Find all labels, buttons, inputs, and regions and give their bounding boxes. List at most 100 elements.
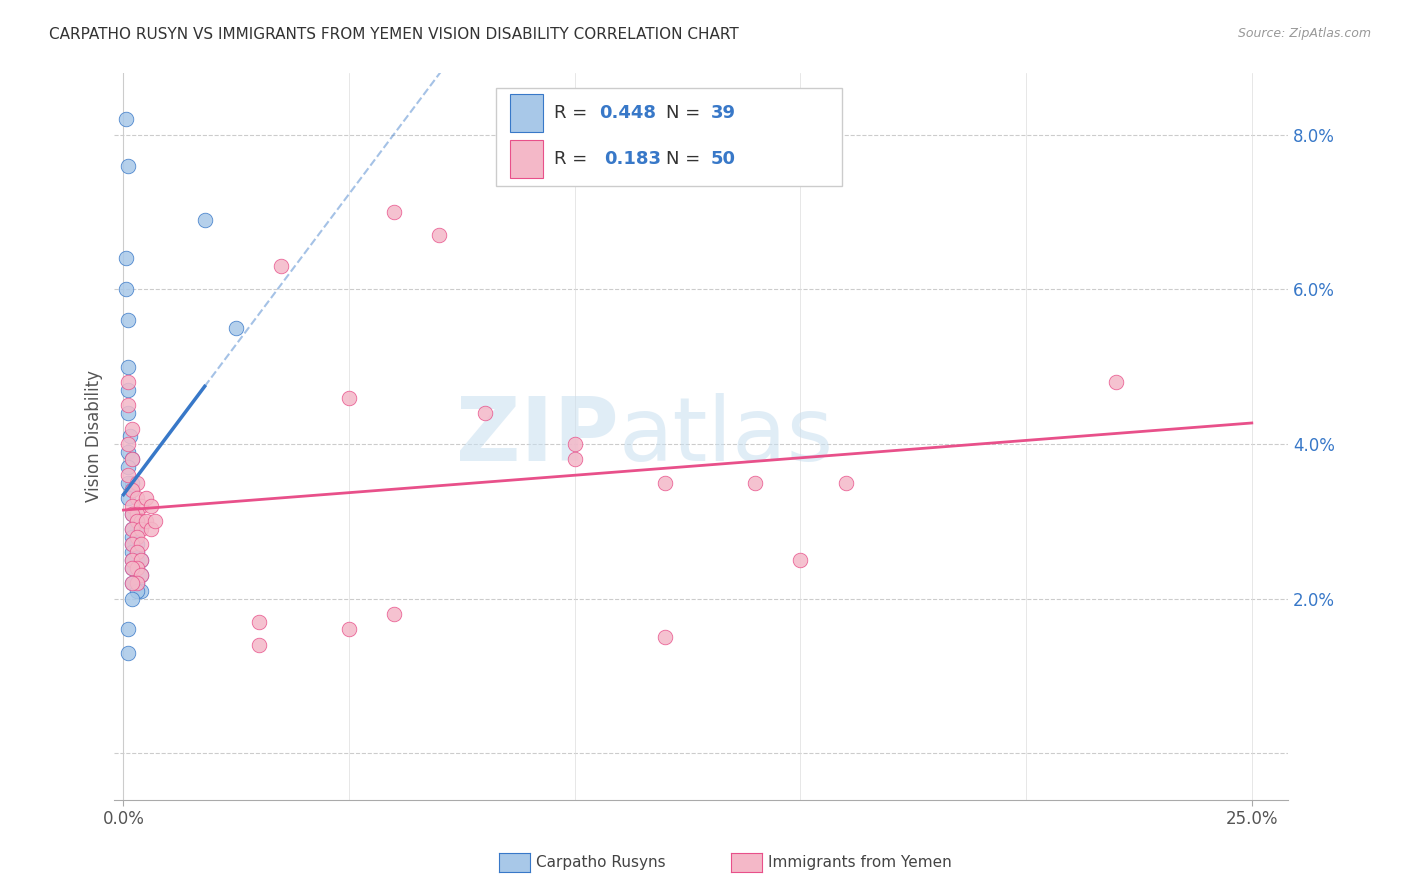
Point [337, 391, 360, 405]
Point [117, 467, 139, 482]
Point [121, 553, 143, 567]
Text: CARPATHO RUSYN VS IMMIGRANTS FROM YEMEN VISION DISABILITY CORRELATION CHART: CARPATHO RUSYN VS IMMIGRANTS FROM YEMEN … [49, 27, 740, 42]
Point [121, 530, 143, 544]
Point [121, 452, 143, 467]
Point [117, 646, 139, 660]
Point [125, 553, 148, 567]
Point [125, 545, 148, 559]
Point [125, 576, 148, 591]
Point [131, 499, 153, 513]
Point [121, 475, 143, 490]
Point [114, 112, 136, 127]
Point [654, 630, 676, 644]
Point [121, 522, 143, 536]
FancyBboxPatch shape [510, 94, 543, 132]
Text: Immigrants from Yemen: Immigrants from Yemen [768, 855, 952, 870]
Point [194, 212, 217, 227]
Point [139, 499, 162, 513]
Point [114, 252, 136, 266]
Point [117, 444, 139, 458]
Text: N =: N = [666, 150, 706, 168]
Point [121, 452, 143, 467]
FancyBboxPatch shape [496, 87, 842, 186]
Point [121, 537, 143, 551]
Point [125, 530, 148, 544]
Point [125, 560, 148, 574]
Point [121, 522, 143, 536]
Point [131, 553, 153, 567]
Point [117, 406, 139, 420]
Point [474, 406, 496, 420]
Point [789, 553, 811, 567]
Point [121, 507, 143, 521]
Text: ZIP: ZIP [457, 392, 619, 480]
Point [225, 321, 247, 335]
Point [125, 576, 148, 591]
Point [121, 576, 143, 591]
Point [131, 568, 153, 582]
Point [131, 553, 153, 567]
Point [125, 537, 148, 551]
Point [131, 514, 153, 528]
Point [121, 483, 143, 498]
Point [125, 545, 148, 559]
Text: Carpatho Rusyns: Carpatho Rusyns [536, 855, 665, 870]
Point [131, 568, 153, 582]
Text: Source: ZipAtlas.com: Source: ZipAtlas.com [1237, 27, 1371, 40]
Point [135, 491, 157, 505]
Point [247, 638, 270, 652]
Text: 39: 39 [710, 103, 735, 122]
Point [139, 522, 162, 536]
Point [120, 429, 142, 443]
Point [337, 623, 360, 637]
Point [125, 514, 148, 528]
Point [117, 398, 139, 412]
Point [382, 607, 405, 621]
Point [117, 313, 139, 327]
Point [121, 560, 143, 574]
Point [117, 375, 139, 389]
Point [121, 576, 143, 591]
FancyBboxPatch shape [510, 140, 543, 178]
Text: 50: 50 [710, 150, 735, 168]
Point [564, 437, 586, 451]
Point [131, 522, 153, 536]
Point [834, 475, 856, 490]
Point [143, 514, 166, 528]
Point [117, 475, 139, 490]
Point [117, 383, 139, 397]
Point [117, 491, 139, 505]
Text: atlas: atlas [619, 392, 834, 480]
Point [117, 460, 139, 475]
Point [125, 583, 148, 598]
Point [121, 545, 143, 559]
Point [125, 560, 148, 574]
Point [135, 514, 157, 528]
Point [117, 623, 139, 637]
Text: R =: R = [554, 150, 599, 168]
Point [125, 475, 148, 490]
Point [121, 507, 143, 521]
Point [125, 491, 148, 505]
Text: 0.183: 0.183 [603, 150, 661, 168]
Point [125, 514, 148, 528]
Point [117, 437, 139, 451]
Point [121, 421, 143, 435]
Text: R =: R = [554, 103, 593, 122]
Point [121, 591, 143, 606]
Text: N =: N = [666, 103, 706, 122]
Point [382, 205, 405, 219]
Text: 0.448: 0.448 [599, 103, 657, 122]
Point [117, 359, 139, 374]
Point [114, 282, 136, 296]
Y-axis label: Vision Disability: Vision Disability [86, 370, 103, 502]
Point [247, 615, 270, 629]
Point [131, 583, 153, 598]
Point [121, 560, 143, 574]
Point [125, 522, 148, 536]
Point [121, 537, 143, 551]
Point [117, 159, 139, 173]
Point [121, 553, 143, 567]
Point [125, 507, 148, 521]
Point [270, 259, 292, 273]
